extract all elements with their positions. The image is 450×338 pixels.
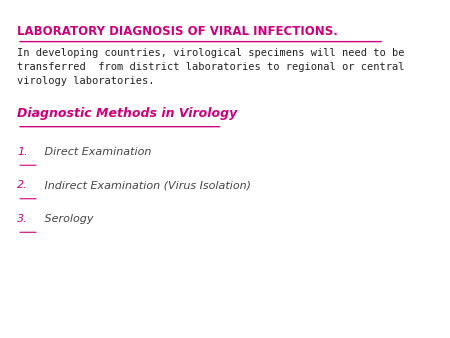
Text: 3.: 3. [17,214,28,224]
Text: 1.: 1. [17,147,28,157]
Text: Direct Examination: Direct Examination [41,147,151,157]
Text: Indirect Examination (Virus Isolation): Indirect Examination (Virus Isolation) [41,180,251,190]
Text: transferred  from district laboratories to regional or central: transferred from district laboratories t… [17,62,405,72]
Text: In developing countries, virological specimens will need to be transferred from : In developing countries, virological spe… [0,337,1,338]
Text: LABORATORY DIAGNOSIS OF VIRAL INFECTIONS.: LABORATORY DIAGNOSIS OF VIRAL INFECTIONS… [17,25,338,38]
Text: 2.: 2. [17,180,28,190]
Text: Serology: Serology [41,214,93,224]
Text: virology laboratories.: virology laboratories. [17,76,155,86]
Text: In developing countries, virological specimens will need to be: In developing countries, virological spe… [17,48,405,58]
Text: Diagnostic Methods in Virology: Diagnostic Methods in Virology [17,106,238,120]
